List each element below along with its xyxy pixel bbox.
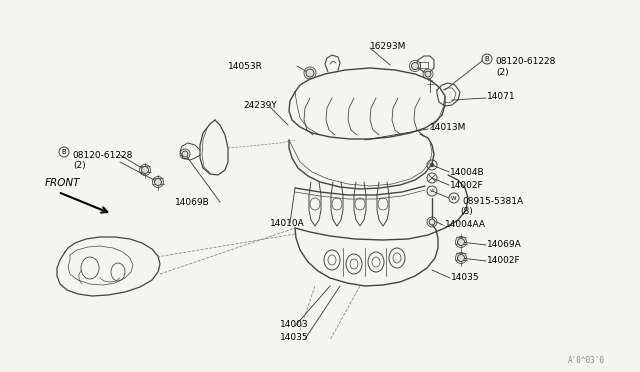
Text: 14002F: 14002F [487,256,520,265]
Circle shape [430,163,434,167]
Text: W: W [451,196,457,201]
Circle shape [154,179,161,186]
Circle shape [182,151,188,157]
Text: 08915-5381A: 08915-5381A [462,196,523,205]
Circle shape [141,167,148,173]
Text: 14004B: 14004B [450,168,484,177]
Text: 14053R: 14053R [228,62,263,71]
Text: 24239Y: 24239Y [243,101,276,110]
Text: 14004AA: 14004AA [445,220,486,229]
Text: 14010A: 14010A [270,219,305,228]
Text: 14035: 14035 [451,273,479,282]
Text: 14003: 14003 [280,320,308,329]
Text: 08120-61228: 08120-61228 [72,151,132,160]
Text: FRONT: FRONT [45,178,81,188]
Text: 14013M: 14013M [430,123,467,132]
Circle shape [425,71,431,77]
Text: 14071: 14071 [487,92,516,101]
Circle shape [306,69,314,77]
Circle shape [429,219,435,225]
Text: 16293M: 16293M [370,42,406,51]
Text: B: B [484,56,490,62]
Text: 14069B: 14069B [175,198,210,207]
Text: 14035: 14035 [280,333,308,342]
Circle shape [412,62,419,70]
Text: 14069A: 14069A [487,240,522,249]
Text: A'0^03'0: A'0^03'0 [568,356,605,365]
Text: 08120-61228: 08120-61228 [495,58,556,67]
Text: w: w [429,189,435,193]
Circle shape [458,254,465,262]
Text: (2): (2) [73,161,86,170]
Text: (2): (2) [496,68,509,77]
Text: (8): (8) [460,207,473,216]
Text: B: B [61,149,67,155]
Text: 14002F: 14002F [450,181,484,190]
Circle shape [458,238,465,246]
